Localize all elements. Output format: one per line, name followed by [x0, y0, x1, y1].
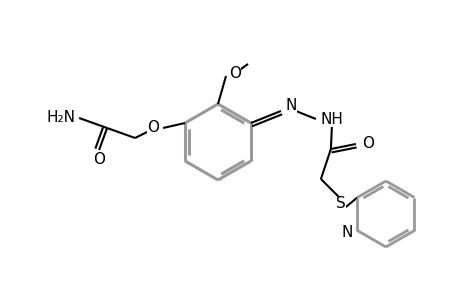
Text: H₂N: H₂N — [46, 110, 75, 125]
Text: O: O — [361, 136, 373, 152]
Text: NH: NH — [320, 112, 343, 127]
Text: O: O — [229, 67, 241, 82]
Text: O: O — [93, 152, 105, 166]
Text: N: N — [341, 225, 353, 240]
Text: N: N — [285, 98, 297, 113]
Text: O: O — [147, 121, 159, 136]
Text: S: S — [336, 196, 345, 211]
